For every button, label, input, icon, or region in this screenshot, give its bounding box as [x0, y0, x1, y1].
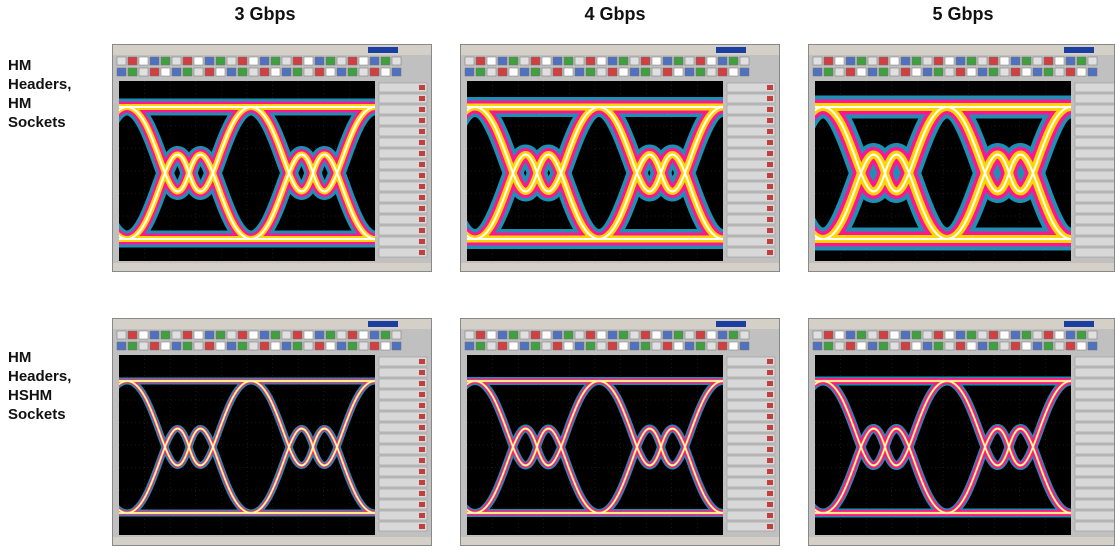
row-label-line: Sockets: [8, 406, 66, 423]
eye-diagram-hm-3gbps: [112, 44, 432, 272]
row-label-line: HSHM: [8, 387, 53, 404]
row-label-hm-sockets: HM Headers, HM Sockets: [8, 56, 98, 132]
row-label-line: Sockets: [8, 114, 66, 131]
column-title-4gbps: 4 Gbps: [584, 4, 646, 24]
row-label-line: HM: [8, 57, 32, 74]
eye-diagram-hshm-3gbps: [112, 318, 432, 546]
eye-diagram-hshm-5gbps: [808, 318, 1115, 546]
eye-diagram-hm-5gbps: [808, 44, 1115, 272]
eye-diagram-hshm-4gbps: [460, 318, 780, 546]
eye-diagram-hm-4gbps: [460, 44, 780, 272]
column-title-5gbps: 5 Gbps: [932, 4, 994, 24]
row-label-line: Headers,: [8, 76, 72, 93]
row-label-hshm-sockets: HM Headers, HSHM Sockets: [8, 348, 98, 424]
row-label-line: HM: [8, 95, 32, 112]
column-title-3gbps: 3 Gbps: [234, 4, 296, 24]
row-label-line: HM: [8, 349, 32, 366]
row-label-line: Headers,: [8, 368, 72, 385]
